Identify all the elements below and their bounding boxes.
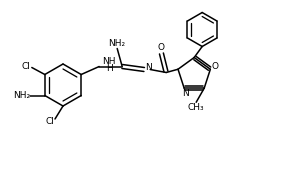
Text: N: N (182, 89, 188, 98)
Text: Cl: Cl (46, 116, 54, 125)
Text: Cl: Cl (21, 62, 30, 71)
Text: O: O (212, 62, 219, 71)
Text: NH: NH (102, 57, 116, 66)
Text: H: H (106, 64, 112, 73)
Text: CH₃: CH₃ (188, 103, 205, 112)
Text: O: O (158, 43, 165, 52)
Text: NH₂: NH₂ (13, 91, 30, 100)
Text: NH₂: NH₂ (109, 39, 126, 48)
Text: N: N (145, 63, 151, 72)
